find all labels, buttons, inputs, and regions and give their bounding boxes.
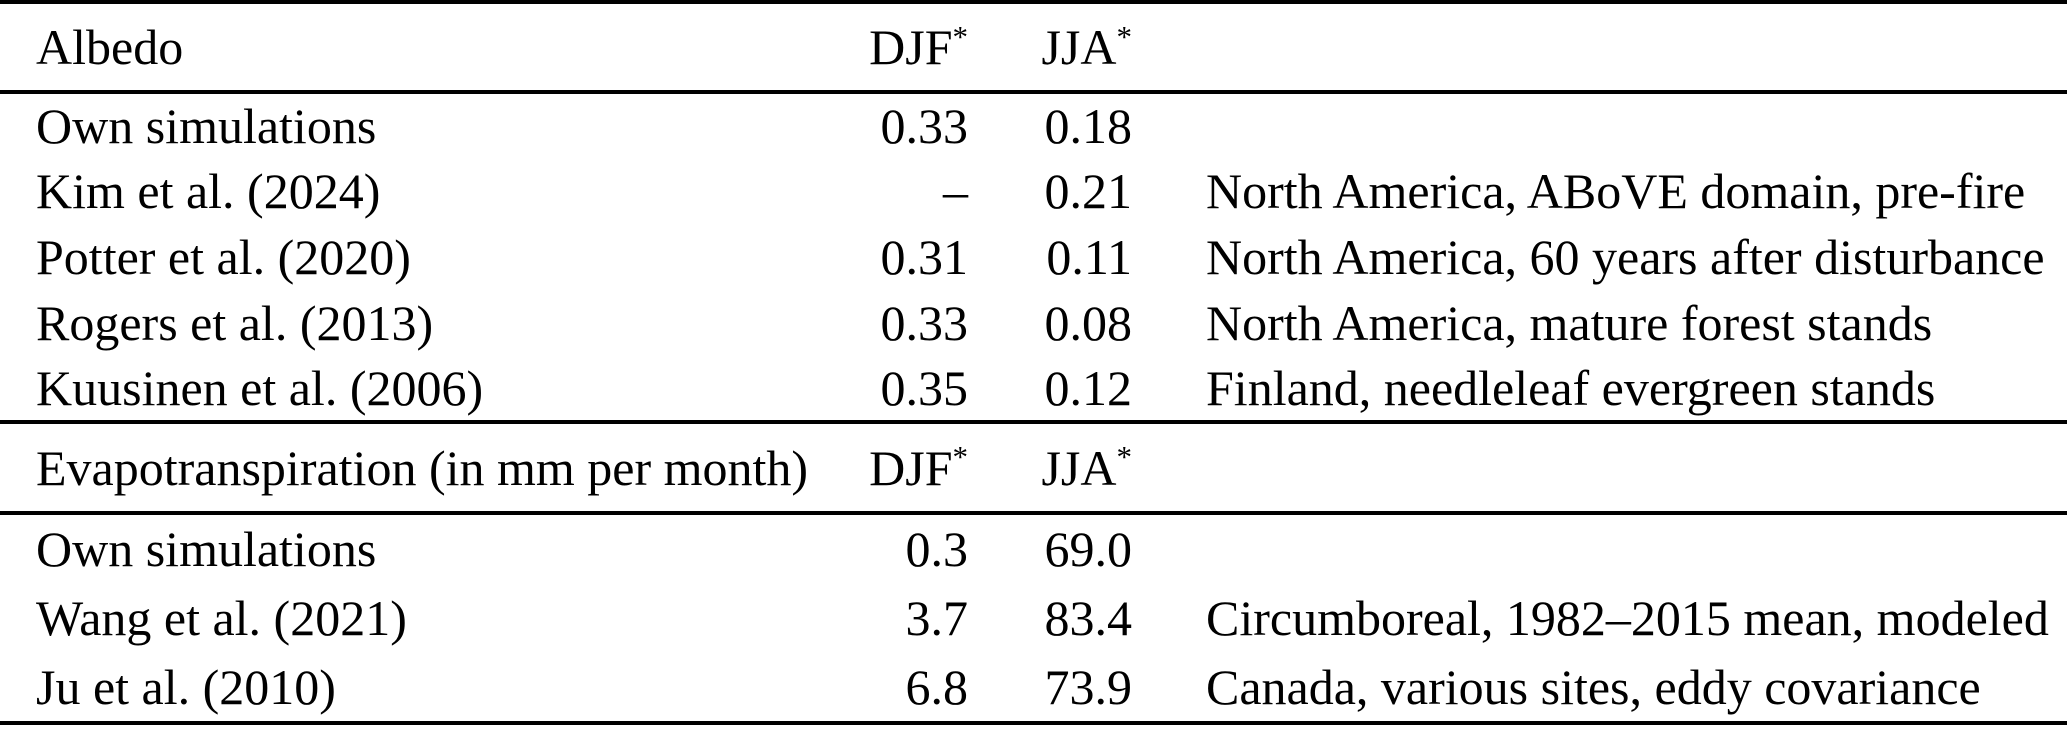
note-cell: Circumboreal, 1982–2015 mean, modeled [1206, 590, 2049, 646]
source-cell: Rogers et al. (2013) [36, 295, 434, 351]
col-header-djf: DJF* [848, 422, 968, 513]
jja-value-cell: 0.21 [1044, 163, 1133, 219]
col-header-djf-label: DJF [869, 439, 953, 496]
table-row: Wang et al. (2021) 3.7 83.4 Circumboreal… [0, 583, 2067, 653]
djf-value-cell: 3.7 [905, 590, 969, 646]
jja-value-cell: 0.11 [1046, 229, 1132, 285]
djf-value-cell: 0.33 [880, 295, 969, 351]
source-cell: Potter et al. (2020) [36, 229, 411, 285]
note-cell [1132, 92, 2067, 158]
djf-asterisk: * [952, 18, 969, 54]
djf-value-cell: 0.3 [905, 521, 969, 577]
source-cell: Ju et al. (2010) [36, 659, 336, 715]
table-row: Kim et al. (2024) – 0.21 North America, … [0, 158, 2067, 224]
col-header-djf-label: DJF [869, 19, 953, 75]
djf-value-cell: – [943, 163, 968, 219]
col-header-jja: JJA* [968, 422, 1132, 513]
note-cell: North America, ABoVE domain, pre-fire [1206, 163, 2026, 219]
source-cell: Kuusinen et al. (2006) [36, 360, 484, 416]
djf-asterisk: * [952, 439, 969, 475]
section-header-albedo: Albedo DJF* JJA* [0, 2, 2067, 92]
jja-value-cell: 69.0 [1044, 521, 1133, 577]
djf-value-cell: 0.31 [880, 229, 969, 285]
col-header-notes-empty [1132, 422, 2067, 513]
section-title-evapotranspiration: Evapotranspiration (in mm per month) [36, 439, 809, 496]
note-cell: North America, mature forest stands [1206, 295, 1933, 351]
table-row: Own simulations 0.33 0.18 [0, 92, 2067, 158]
jja-asterisk: * [1116, 18, 1133, 54]
col-header-jja-label: JJA [1041, 439, 1117, 496]
jja-value-cell: 0.12 [1044, 360, 1133, 416]
jja-value-cell: 0.18 [1044, 98, 1133, 154]
table-row: Kuusinen et al. (2006) 0.35 0.12 Finland… [0, 356, 2067, 422]
source-cell: Wang et al. (2021) [36, 590, 407, 646]
source-cell: Kim et al. (2024) [36, 163, 381, 219]
note-cell: North America, 60 years after disturbanc… [1206, 229, 2045, 285]
source-cell: Own simulations [36, 521, 377, 577]
section-title-albedo: Albedo [36, 19, 184, 75]
col-header-notes-empty [1132, 2, 2067, 92]
jja-value-cell: 83.4 [1044, 590, 1133, 646]
note-cell [1132, 513, 2067, 583]
col-header-jja-label: JJA [1041, 19, 1117, 75]
note-cell: Canada, various sites, eddy covariance [1206, 659, 1981, 715]
djf-value-cell: 0.35 [880, 360, 969, 416]
source-cell: Own simulations [36, 98, 377, 154]
jja-value-cell: 0.08 [1044, 295, 1133, 351]
section-header-evapotranspiration: Evapotranspiration (in mm per month) DJF… [0, 422, 2067, 513]
jja-asterisk: * [1116, 439, 1133, 475]
table-row: Own simulations 0.3 69.0 [0, 513, 2067, 583]
djf-value-cell: 6.8 [905, 659, 969, 715]
col-header-jja: JJA* [968, 2, 1132, 92]
note-cell: Finland, needleleaf evergreen stands [1206, 360, 1936, 416]
comparison-table: Albedo DJF* JJA* Own simulations 0.33 0.… [0, 0, 2067, 725]
table-row: Rogers et al. (2013) 0.33 0.08 North Ame… [0, 290, 2067, 356]
col-header-djf: DJF* [848, 2, 968, 92]
table-row: Potter et al. (2020) 0.31 0.11 North Ame… [0, 224, 2067, 290]
jja-value-cell: 73.9 [1044, 659, 1133, 715]
djf-value-cell: 0.33 [880, 98, 969, 154]
table-row: Ju et al. (2010) 6.8 73.9 Canada, variou… [0, 653, 2067, 723]
